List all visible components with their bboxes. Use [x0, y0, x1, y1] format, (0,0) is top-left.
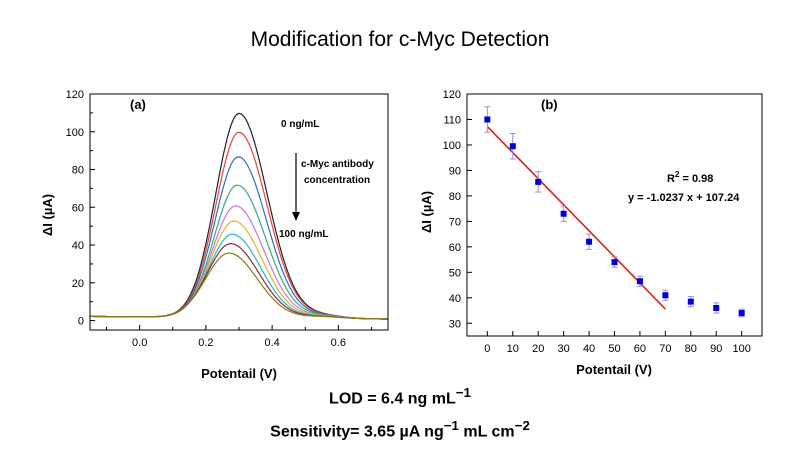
panel-a-y-tick-label: 40 — [72, 240, 84, 252]
panel-b-x-axis-label: Potentail (V) — [576, 362, 652, 377]
panel-b-x-tick-label: 40 — [583, 343, 595, 355]
panel-b-x-tick-label: 80 — [685, 343, 697, 355]
panel-b-y-tick-label: 110 — [443, 114, 461, 126]
panel-b-x-tick-label: 10 — [507, 343, 519, 355]
panel-b-x-tick-label: 30 — [558, 343, 570, 355]
panel-b-y-tick-label: 80 — [449, 191, 461, 203]
panel-b-y-tick-label: 30 — [449, 318, 461, 330]
panel-b-y-tick-label: 40 — [449, 293, 461, 305]
panel-a-label: (a) — [130, 97, 146, 112]
panel-a-y-tick-label: 20 — [72, 278, 84, 290]
panel-b-equation: y = -1.0237 x + 107.24 — [628, 192, 740, 204]
panel-b-frame — [466, 93, 763, 337]
panel-a-y-tick-label: 60 — [72, 202, 84, 214]
panel-a-series-line — [90, 252, 388, 320]
panel-b-data-point — [738, 310, 745, 317]
panel-b-x-tick-label: 90 — [710, 343, 722, 355]
panel-b-x-tick-label: 50 — [608, 343, 620, 355]
panel-b-data-point — [687, 298, 694, 305]
panel-a: 0.0 0.2 0.4 0.6 0 20 40 60 80 100 120 (a) 0 ng/mL… — [40, 89, 389, 381]
sensitivity-text: Sensitivity= 3.65 µA ng−1 mL cm−2 — [0, 418, 800, 441]
panel-b-data-point — [662, 292, 669, 299]
sensitivity-units: mL cm — [458, 423, 515, 441]
r-squared-value: = 0.98 — [679, 173, 713, 185]
panel-a-x-tick-label: 0.2 — [198, 337, 213, 349]
panel-a-y-ticks: 0 20 40 60 80 100 120 — [66, 89, 95, 328]
r-squared-exponent: 2 — [675, 170, 680, 179]
panel-a-frame — [89, 93, 389, 331]
sensitivity-exponent-1: −1 — [443, 418, 459, 433]
panel-b-data-point — [509, 143, 516, 150]
panel-b-x-tick-label: 100 — [732, 343, 750, 355]
panel-a-x-axis-label: Potentail (V) — [201, 366, 277, 381]
panel-b-data-point — [560, 210, 567, 217]
panel-b-data-point — [535, 178, 542, 185]
panel-a-x-tick-label: 0.4 — [264, 337, 279, 349]
panel-b-y-axis-label: ΔI (µA) — [419, 191, 434, 233]
lod-label: LOD = 6.4 ng mL — [329, 390, 456, 408]
sensitivity-label: Sensitivity= 3.65 µA ng — [270, 423, 444, 441]
sensitivity-exponent-2: −2 — [514, 418, 530, 433]
lod-text: LOD = 6.4 ng mL−1 — [0, 385, 800, 408]
panel-b-y-tick-label: 50 — [449, 267, 461, 279]
panel-b-x-ticks: 0 10 20 30 40 50 60 70 80 90 100 — [484, 331, 751, 355]
panel-b-y-ticks: 30 40 50 60 70 80 90 100 110 120 — [443, 89, 472, 330]
r-squared-symbol: R — [667, 173, 675, 185]
panel-a-series-line — [90, 242, 388, 320]
panel-b-r-squared: R2 = 0.98 — [667, 170, 713, 185]
panel-a-x-tick-label: 0.6 — [331, 337, 346, 349]
panel-a-x-tick-label: 0.0 — [132, 337, 147, 349]
panel-b-data-point — [586, 238, 593, 245]
panel-b-x-tick-label: 70 — [659, 343, 671, 355]
panel-a-series-line — [90, 112, 388, 320]
panel-a-series-line — [90, 220, 388, 320]
panel-b-fit-line — [486, 125, 666, 310]
panel-a-curves — [90, 112, 388, 320]
panel-a-annotation-top: 0 ng/mL — [281, 119, 319, 130]
panel-a-y-tick-label: 100 — [66, 127, 84, 139]
panel-b-y-tick-label: 120 — [443, 89, 461, 101]
panel-b-data-point — [713, 304, 720, 311]
panel-a-y-axis-label: ΔI (µA) — [40, 194, 55, 236]
panel-b-data-point — [611, 259, 618, 266]
panel-a-y-tick-label: 0 — [78, 316, 84, 328]
panel-a-annotation-bottom: 100 ng/mL — [279, 229, 328, 240]
panel-b-y-tick-label: 60 — [449, 242, 461, 254]
lod-exponent: −1 — [455, 385, 471, 400]
panel-b: 0 10 20 30 40 50 60 70 80 90 100 30 40 50 60 70 80 90 100… — [419, 89, 763, 377]
panel-b-data-point — [636, 278, 643, 285]
panel-a-y-tick-label: 120 — [66, 89, 84, 101]
panel-b-label: (b) — [541, 97, 558, 112]
down-arrow-icon — [292, 153, 300, 221]
panel-b-x-tick-label: 60 — [634, 343, 646, 355]
panel-b-y-tick-label: 70 — [449, 216, 461, 228]
panel-b-x-tick-label: 20 — [532, 343, 544, 355]
panel-a-annotation-line1: c-Myc antibody — [301, 159, 374, 170]
panel-b-y-tick-label: 100 — [443, 140, 461, 152]
panel-b-points — [484, 106, 745, 318]
panel-b-x-tick-label: 0 — [484, 343, 490, 355]
figure-title: Modification for c-Myc Detection — [250, 28, 550, 51]
panel-a-series-line — [90, 184, 388, 320]
panel-a-x-ticks: 0.0 0.2 0.4 0.6 — [106, 325, 372, 349]
panel-b-data-point — [484, 116, 491, 123]
panel-a-annotation-line2: concentration — [304, 175, 370, 186]
panel-a-y-tick-label: 80 — [72, 165, 84, 177]
panel-b-y-tick-label: 90 — [449, 165, 461, 177]
